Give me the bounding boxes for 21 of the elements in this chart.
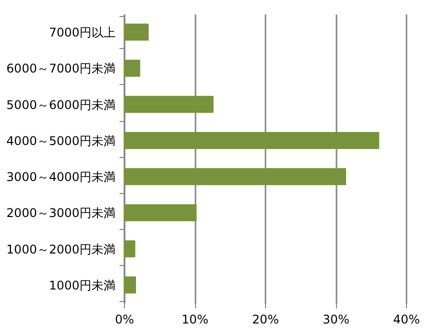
y-tick-label: 5000～6000円未満 — [6, 98, 116, 112]
bar — [124, 204, 197, 222]
bar — [124, 96, 214, 113]
x-tick-label: 10% — [182, 312, 208, 326]
x-tick-label: 0% — [114, 312, 134, 326]
y-tick-label: 6000～7000円未満 — [6, 62, 116, 76]
bar — [124, 240, 136, 258]
bar — [124, 132, 380, 149]
x-tick-label: 40% — [393, 312, 420, 326]
y-tick-label: 7000円以上 — [48, 26, 116, 40]
y-tick-label: 4000～5000円未満 — [6, 134, 116, 148]
bar — [124, 24, 149, 41]
bar — [124, 60, 140, 77]
y-tick-label: 2000～3000円未満 — [6, 206, 116, 220]
x-tick-label: 20% — [252, 312, 279, 326]
bar — [124, 168, 346, 186]
y-tick-label: 1000～2000円未満 — [6, 242, 116, 256]
y-tick-label: 3000～4000円未満 — [6, 170, 116, 184]
bar — [124, 276, 136, 294]
y-tick-label: 1000円未満 — [48, 278, 116, 292]
x-tick-label: 30% — [322, 312, 350, 326]
